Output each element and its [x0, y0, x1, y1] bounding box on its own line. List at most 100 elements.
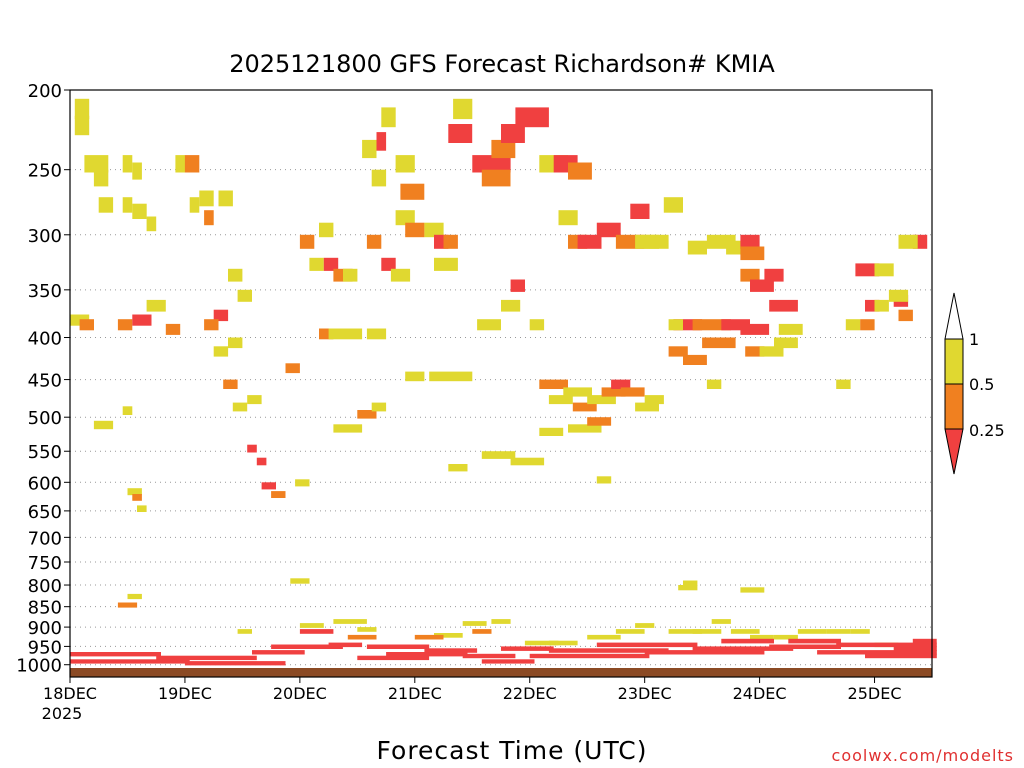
cell-144	[836, 379, 851, 389]
cell-171	[774, 634, 798, 640]
cell-153	[333, 619, 367, 624]
cell-178	[156, 655, 257, 661]
cell-86	[630, 203, 650, 219]
cell-4	[98, 197, 114, 213]
cell-104	[539, 427, 564, 436]
x-tick-label-2: 20DEC	[273, 684, 327, 703]
cell-53	[366, 234, 382, 249]
cell-164	[615, 629, 645, 634]
cell-161	[524, 640, 559, 646]
cell-199	[817, 650, 937, 655]
cell-37	[137, 505, 147, 512]
cell-156	[434, 633, 463, 638]
cell-1	[74, 115, 90, 136]
cell-2	[84, 155, 109, 173]
cell-189	[481, 659, 535, 664]
x-tick-label-1: 19DEC	[158, 684, 212, 703]
cell-121	[692, 319, 731, 331]
cell-172	[797, 629, 827, 634]
y-tick-label-1000: 1000	[16, 656, 62, 677]
cell-30	[247, 395, 262, 405]
cell-107	[481, 451, 516, 459]
cell-33	[261, 482, 276, 490]
cell-176	[70, 652, 161, 657]
ground-band	[70, 668, 932, 677]
cell-25	[237, 289, 252, 302]
cell-96	[563, 387, 592, 397]
cell-166	[668, 629, 703, 634]
cell-187	[424, 648, 478, 653]
x-axis-label: Forecast Time (UTC)	[376, 736, 648, 765]
cell-102	[635, 402, 659, 412]
cell-56	[395, 210, 415, 226]
cell-183	[328, 642, 363, 648]
y-tick-label-550: 550	[28, 442, 62, 463]
cell-200	[836, 642, 937, 648]
y-tick-label-700: 700	[28, 528, 62, 549]
cell-40	[285, 363, 300, 374]
cell-127	[774, 337, 798, 349]
y-tick-label-300: 300	[28, 226, 62, 247]
cell-188	[462, 653, 516, 659]
legend-swatch-above-1	[944, 292, 964, 340]
cell-149	[127, 593, 142, 600]
cell-67	[366, 328, 387, 340]
x-tick-label-4: 22DEC	[503, 684, 557, 703]
cell-195	[692, 646, 794, 651]
cell-48	[343, 268, 358, 282]
cell-22	[213, 309, 229, 322]
cell-31	[247, 444, 257, 453]
cell-15	[146, 216, 157, 232]
cell-119	[769, 299, 798, 312]
chart-title: 2025121800 GFS Forecast Richardson# KMIA	[229, 50, 775, 78]
cell-32	[256, 457, 267, 466]
legend-swatch-red	[944, 428, 964, 475]
cell-155	[347, 634, 377, 640]
cell-154	[357, 627, 377, 632]
cell-89	[663, 197, 683, 213]
cell-20	[204, 210, 214, 226]
cell-131	[683, 354, 707, 365]
cell-58	[362, 139, 377, 159]
cell-16	[175, 155, 185, 173]
cell-190	[501, 646, 554, 651]
cell-13	[122, 197, 133, 213]
cell-27	[228, 337, 243, 349]
cell-137	[855, 263, 880, 277]
cell-116	[740, 268, 760, 282]
y-tick-label-950: 950	[28, 637, 62, 658]
cell-193	[596, 642, 698, 648]
cell-201	[865, 653, 937, 659]
heatmap-cells	[70, 98, 937, 666]
x-tick-sublabel-0: 2025	[42, 704, 83, 723]
cell-100	[611, 379, 631, 389]
y-tick-label-350: 350	[28, 281, 62, 302]
y-tick-label-900: 900	[28, 618, 62, 639]
cell-10	[132, 314, 152, 326]
cell-192	[548, 648, 669, 653]
y-axis-ticks: 200 250 300 350 400 450 500 550 600 650 700 7508008…	[16, 81, 70, 677]
cell-39	[122, 406, 133, 415]
cell-44	[323, 257, 339, 271]
y-tick-label-650: 650	[28, 502, 62, 523]
legend-label-1: 0.5	[969, 375, 994, 394]
cell-26	[213, 346, 229, 357]
cell-24	[228, 268, 243, 282]
cell-132	[706, 379, 722, 389]
cell-184	[357, 655, 430, 661]
cell-90	[501, 299, 521, 312]
y-tick-label-400: 400	[28, 329, 62, 350]
plot-border	[69, 89, 933, 678]
y-tick-label-750: 750	[28, 553, 62, 574]
x-tick-label-7: 25DEC	[848, 684, 902, 703]
cell-186	[386, 652, 468, 657]
cell-88	[644, 234, 669, 249]
cell-81	[558, 210, 578, 226]
cell-118	[764, 268, 784, 282]
cell-63	[400, 183, 425, 200]
cell-83	[577, 234, 602, 249]
cell-106	[587, 417, 612, 426]
cell-66	[443, 234, 458, 249]
cell-130	[668, 346, 688, 357]
cell-162	[548, 640, 578, 646]
